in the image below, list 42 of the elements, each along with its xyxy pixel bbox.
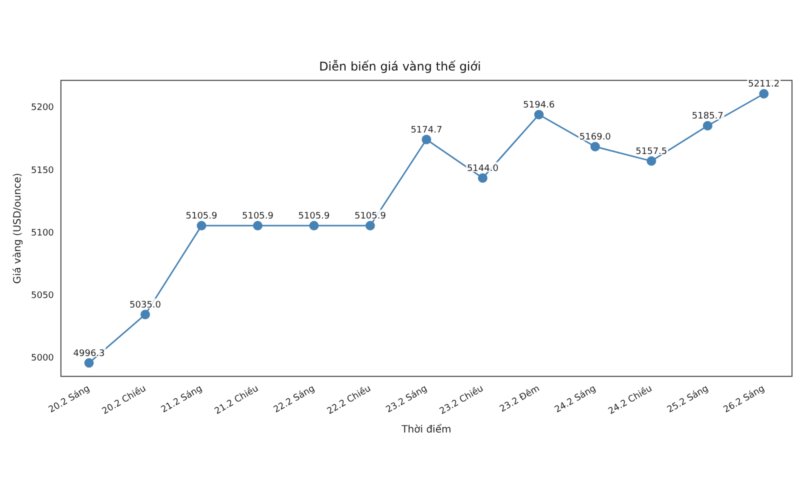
point	[534, 110, 544, 120]
data-label: 5105.9	[242, 212, 274, 222]
point	[478, 173, 488, 183]
y-axis-title: Giá vàng (USD/ounce)	[12, 172, 24, 284]
x-tick-label: 24.2 Sáng	[552, 383, 598, 416]
point	[140, 310, 150, 320]
data-label: 5105.9	[298, 212, 330, 222]
x-tick-label: 23.2 Đêm	[498, 383, 542, 415]
point	[590, 142, 600, 152]
data-label: 4996.3	[73, 348, 105, 359]
data-label: 5194.6	[523, 100, 555, 110]
x-tick-label: 21.2 Sáng	[159, 383, 204, 416]
x-tick-label: 20.2 Sáng	[46, 383, 92, 416]
data-label: 5105.9	[354, 212, 386, 222]
point	[365, 220, 375, 230]
point	[309, 220, 319, 230]
point	[646, 156, 656, 166]
x-tick-label: 25.2 Sáng	[665, 383, 710, 416]
point	[252, 220, 262, 230]
data-label: 5211.2	[748, 80, 780, 90]
point	[702, 120, 712, 130]
x-tick-label: 26.2 Sáng	[722, 383, 767, 416]
data-label: 5185.7	[692, 112, 724, 122]
point	[422, 134, 432, 144]
y-tick-label: 5100	[31, 228, 54, 238]
y-tick-label: 5000	[31, 354, 54, 364]
data-label: 5157.5	[636, 146, 668, 157]
x-axis-title: Thời điểm	[400, 424, 452, 436]
y-tick-label: 5150	[31, 166, 54, 176]
data-label: 5174.7	[410, 125, 442, 136]
point	[759, 89, 769, 99]
x-tick-label: 23.2 Sáng	[384, 383, 430, 416]
y-tick-label: 5200	[31, 103, 54, 114]
point	[196, 220, 206, 230]
data-label: 5169.0	[579, 132, 612, 142]
x-tick-label: 22.2 Sáng	[272, 383, 317, 416]
chart-title: Diễn biến giá vàng thế giới	[319, 59, 481, 74]
y-tick-label: 5050	[31, 291, 54, 302]
data-label: 5144.0	[466, 164, 499, 174]
data-label: 5105.9	[186, 212, 218, 222]
data-label: 5035.0	[130, 300, 162, 310]
point	[84, 358, 94, 368]
